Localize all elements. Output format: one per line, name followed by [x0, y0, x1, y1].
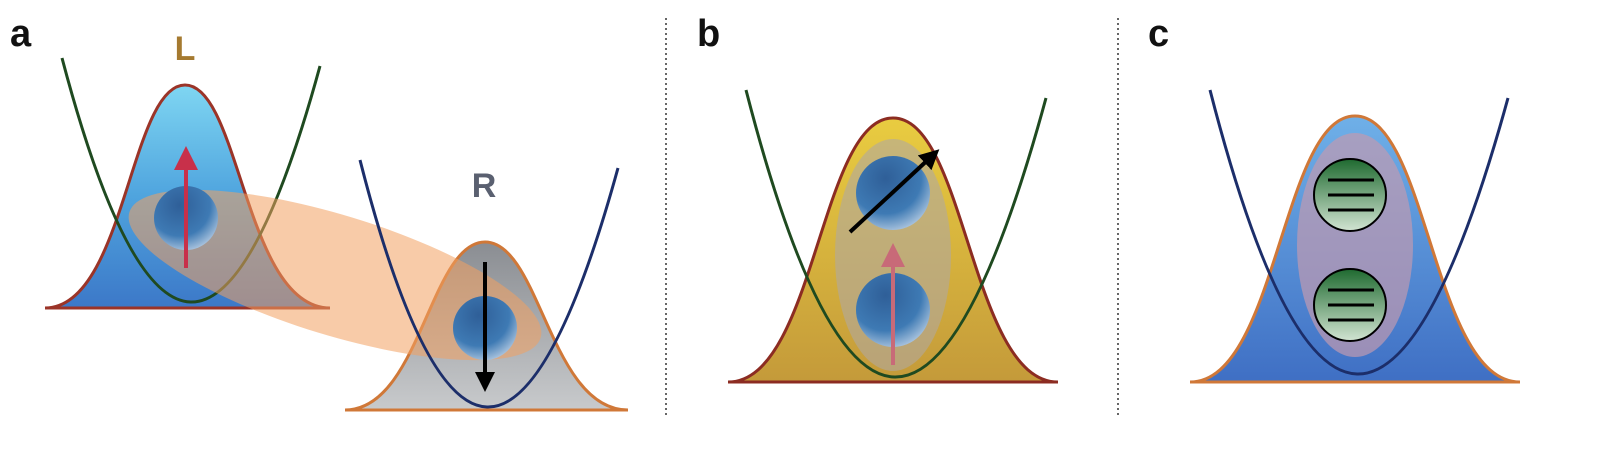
- potential: [744, 89, 1048, 379]
- entangled-pair: [128, 189, 542, 361]
- right-potential: [358, 159, 620, 409]
- potential: [1208, 89, 1510, 376]
- orbital: [1313, 158, 1387, 232]
- orbital: [1313, 268, 1387, 342]
- well-label: R: [472, 167, 497, 205]
- left-potential: [60, 57, 322, 304]
- well-label: L: [175, 30, 196, 68]
- panel-label: b: [697, 13, 720, 55]
- spin-tilted: [848, 149, 940, 234]
- panel-label: a: [10, 13, 32, 55]
- panel-label: c: [1148, 13, 1169, 55]
